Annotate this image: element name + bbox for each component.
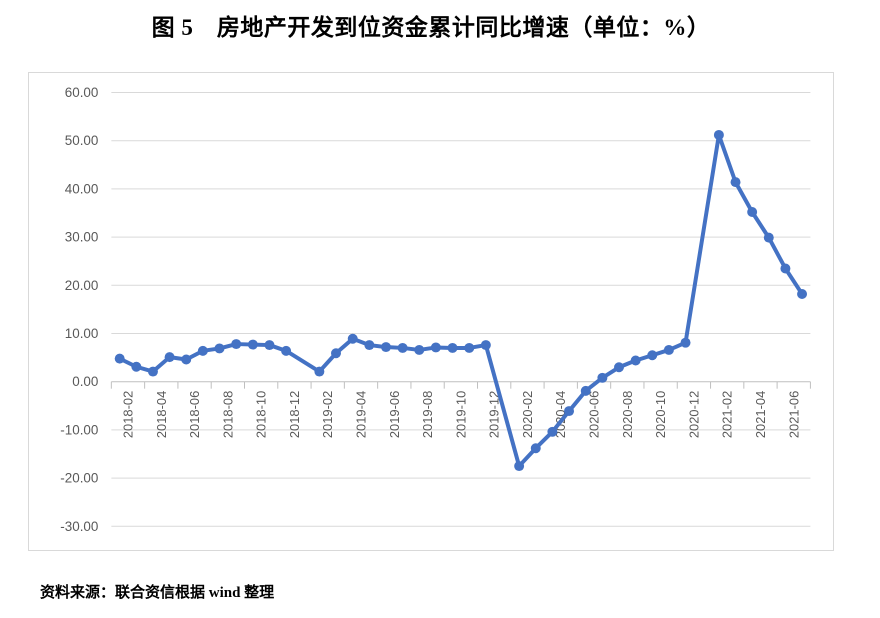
x-axis-tick-label: 2018-10	[254, 391, 269, 438]
data-point-marker	[614, 362, 624, 373]
data-point-marker	[231, 339, 242, 350]
data-point-marker	[197, 345, 208, 356]
y-axis-tick-label: 10.00	[65, 326, 99, 341]
x-axis-tick-label: 2019-10	[453, 391, 468, 438]
x-axis-tick-label: 2019-02	[320, 391, 335, 438]
data-point-marker	[164, 352, 175, 363]
data-point-marker	[181, 354, 192, 365]
x-axis-tick-label: 2020-12	[686, 391, 701, 438]
data-point-marker	[264, 340, 275, 351]
y-axis-tick-label: 0.00	[72, 374, 98, 389]
data-point-marker	[663, 344, 674, 355]
data-point-marker	[147, 366, 158, 377]
data-point-marker	[514, 461, 525, 472]
data-point-marker	[747, 207, 758, 217]
data-point-marker	[580, 385, 591, 396]
data-point-marker	[630, 355, 641, 366]
x-axis-tick-label: 2019-06	[387, 391, 402, 438]
x-axis-tick-label: 2019-04	[354, 391, 369, 438]
data-point-marker	[314, 366, 325, 377]
data-point-marker	[114, 353, 125, 364]
data-point-marker	[247, 339, 258, 350]
y-axis-tick-label: 50.00	[65, 133, 99, 148]
chart-frame: 60.00 50.00 40.00 30.00 20.00 10.00 0.00 -10.00…	[28, 72, 834, 551]
data-point-marker	[397, 342, 408, 353]
source-note: 资料来源：联合资信根据 wind 整理	[40, 585, 275, 601]
x-axis-tick-label: 2019-12	[487, 391, 502, 438]
data-point-marker	[214, 343, 225, 354]
x-axis-tick-label: 2020-08	[620, 391, 635, 438]
y-axis-tick-label: -30.00	[60, 519, 98, 534]
x-axis-tick-label: 2020-10	[653, 391, 668, 438]
data-point-marker	[480, 340, 491, 351]
data-point-marker	[797, 288, 808, 299]
data-point-marker	[281, 345, 292, 356]
x-axis-tick-label: 2018-12	[287, 391, 302, 438]
x-axis-tick-label: 2018-04	[154, 391, 169, 438]
y-axis-tick-label: 40.00	[65, 181, 99, 196]
y-axis-tick-label: -10.00	[60, 422, 98, 437]
data-point-marker	[547, 426, 558, 437]
y-axis-tick-label: -20.00	[60, 471, 98, 486]
y-axis-tick-label: 60.00	[65, 85, 99, 100]
x-axis-tick-label: 2018-06	[187, 391, 202, 438]
data-point-marker	[564, 406, 575, 417]
x-axis-tick-label: 2020-02	[520, 391, 535, 438]
data-point-marker	[331, 348, 341, 359]
x-axis-tick-label: 2018-08	[220, 391, 235, 438]
data-point-marker	[414, 344, 425, 355]
x-axis-tick-label: 2019-08	[420, 391, 435, 438]
data-point-marker	[131, 361, 142, 372]
y-axis-tick-label: 30.00	[65, 230, 99, 245]
x-axis-tick-label: 2021-04	[753, 391, 768, 438]
data-point-marker	[647, 350, 658, 361]
data-point-marker	[680, 337, 691, 348]
data-point-marker	[530, 443, 541, 454]
x-axis-tick-label: 2020-06	[587, 391, 602, 438]
data-point-marker	[464, 342, 475, 353]
figure-title: 图 5 房地产开发到位资金累计同比增速（单位：%）	[151, 15, 711, 40]
data-point-marker	[447, 342, 458, 353]
x-axis-tick-label: 2018-02	[120, 391, 135, 438]
line-chart: 60.00 50.00 40.00 30.00 20.00 10.00 0.00 -10.00…	[60, 85, 811, 534]
data-point-marker	[763, 232, 774, 243]
data-point-marker	[430, 342, 441, 353]
y-axis-tick-label: 20.00	[65, 278, 99, 293]
data-point-marker	[364, 340, 375, 351]
data-point-marker	[347, 333, 358, 344]
x-axis-tick-label: 2021-06	[786, 391, 801, 438]
data-point-marker	[381, 342, 391, 353]
x-axis-tick-label: 2021-02	[720, 391, 735, 438]
data-point-marker	[730, 177, 741, 188]
data-point-marker	[780, 263, 791, 274]
data-point-marker	[597, 372, 608, 383]
data-point-marker	[713, 129, 724, 140]
